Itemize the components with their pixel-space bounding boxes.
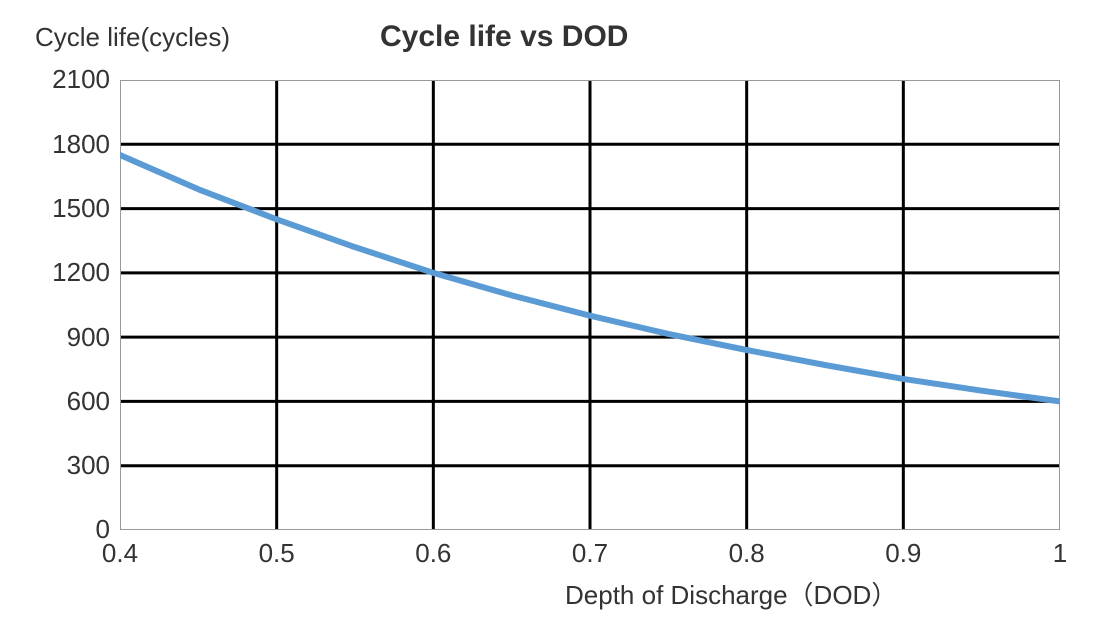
y-tick-label: 1800	[25, 129, 110, 160]
y-axis-title: Cycle life(cycles)	[35, 22, 230, 53]
x-tick-label: 0.9	[873, 538, 933, 569]
x-axis-title: Depth of Discharge（DOD）	[565, 575, 897, 612]
x-tick-label: 1	[1030, 538, 1090, 569]
y-tick-label: 1200	[25, 257, 110, 288]
chart-title: Cycle life vs DOD	[380, 20, 628, 54]
x-tick-label: 0.6	[403, 538, 463, 569]
x-tick-label: 0.7	[560, 538, 620, 569]
y-tick-label: 900	[25, 322, 110, 353]
y-tick-label: 1500	[25, 193, 110, 224]
x-tick-label: 0.5	[247, 538, 307, 569]
y-tick-label: 600	[25, 386, 110, 417]
y-tick-label: 300	[25, 450, 110, 481]
x-tick-label: 0.8	[717, 538, 777, 569]
y-tick-label: 2100	[25, 64, 110, 95]
chart-container: Cycle life(cycles) Cycle life vs DOD 030…	[20, 20, 1087, 622]
x-tick-label: 0.4	[90, 538, 150, 569]
plot-area	[120, 80, 1060, 530]
